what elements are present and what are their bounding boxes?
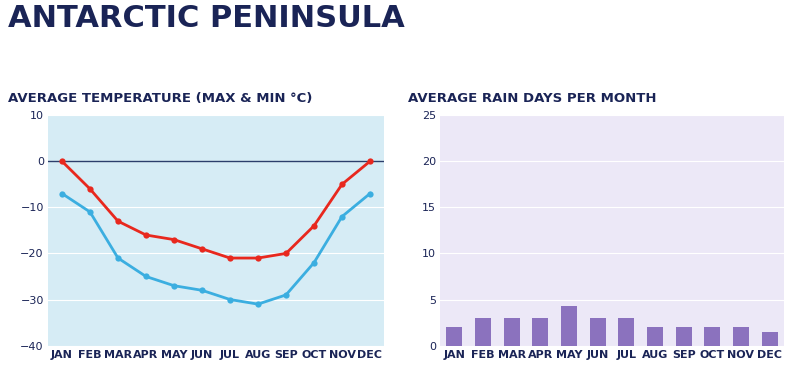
Text: AVERAGE RAIN DAYS PER MONTH: AVERAGE RAIN DAYS PER MONTH: [408, 92, 657, 105]
Bar: [733, 327, 749, 346]
Bar: [533, 318, 548, 346]
Bar: [561, 306, 577, 346]
Bar: [446, 327, 462, 346]
Bar: [475, 318, 491, 346]
Text: AVERAGE TEMPERATURE (MAX & MIN °C): AVERAGE TEMPERATURE (MAX & MIN °C): [8, 92, 312, 105]
Bar: [590, 318, 606, 346]
Bar: [504, 318, 519, 346]
Text: ANTARCTIC PENINSULA: ANTARCTIC PENINSULA: [8, 4, 405, 33]
Bar: [762, 332, 778, 346]
Bar: [676, 327, 691, 346]
Bar: [705, 327, 720, 346]
Bar: [647, 327, 663, 346]
Bar: [618, 318, 634, 346]
